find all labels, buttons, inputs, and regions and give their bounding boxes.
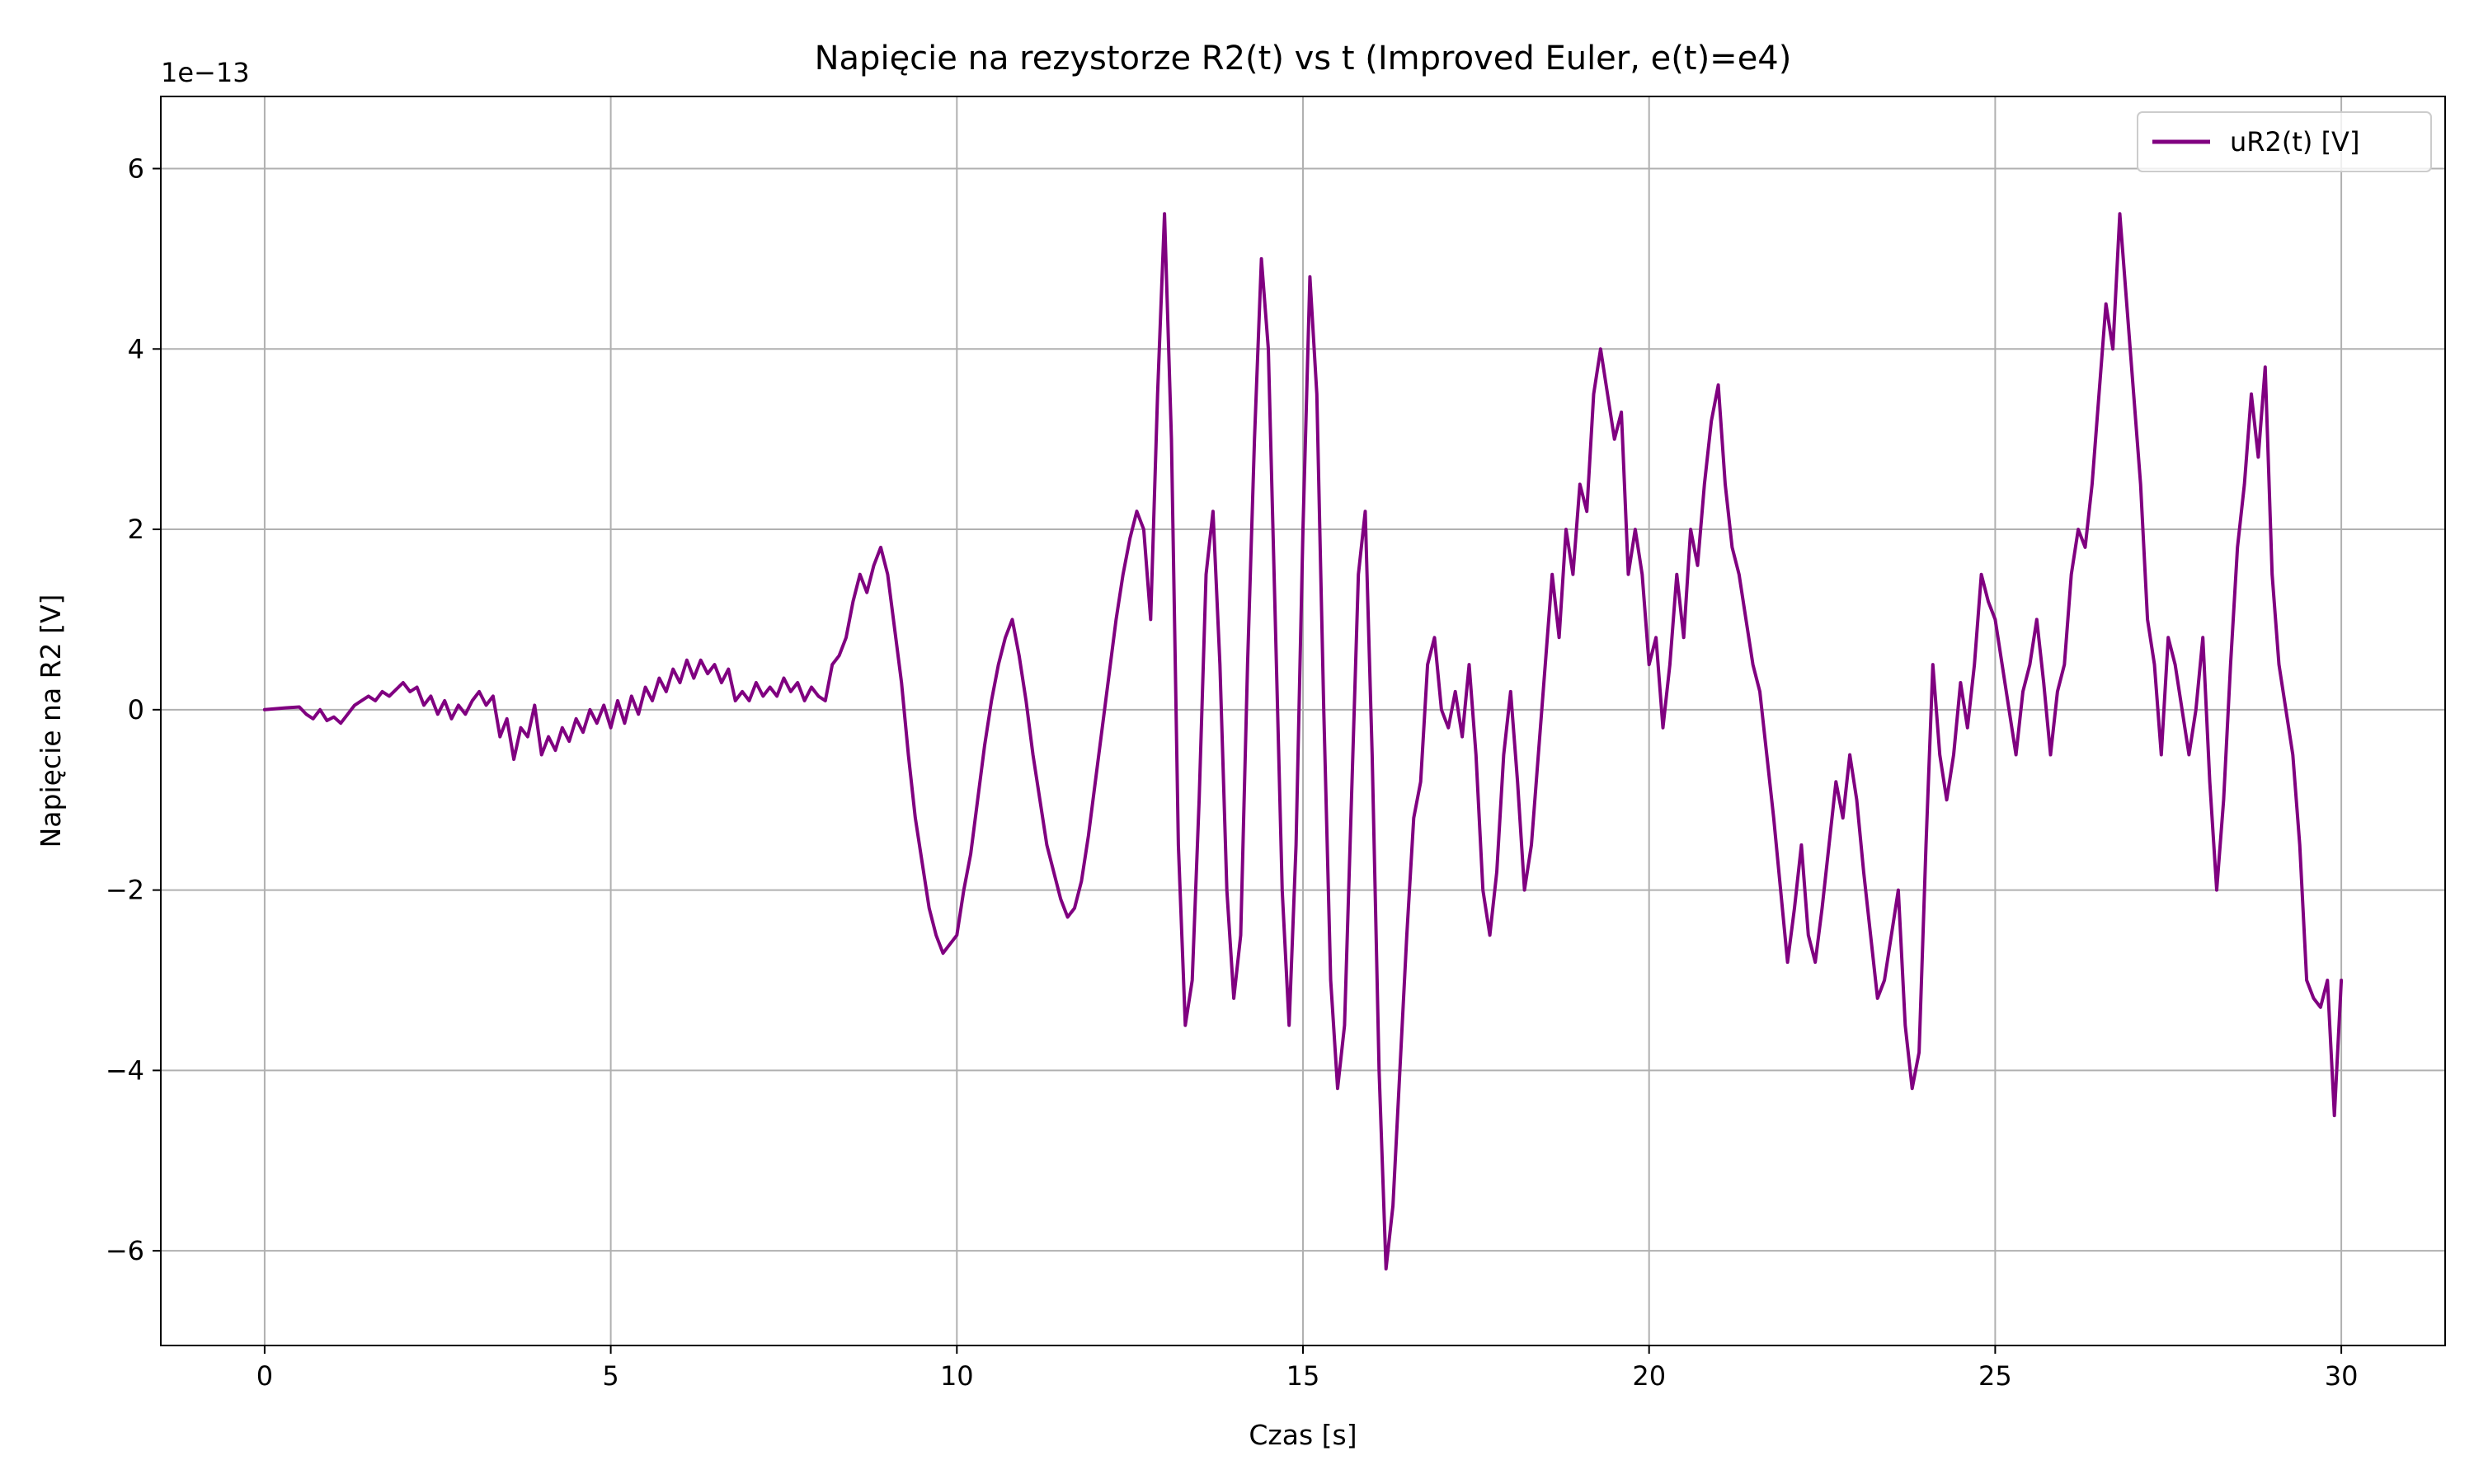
y-tick-label: −4 [106,1054,144,1086]
legend-box [2137,111,2432,172]
legend: uR2(t) [V] [2137,111,2432,172]
x-tick-label: 15 [1286,1360,1320,1392]
series-line [262,212,2344,1270]
series-layer [262,212,2344,1270]
y-tick-label: −2 [106,875,144,906]
x-tick-label: 10 [940,1360,974,1392]
y-axis: −6 −4 −2 0 2 4 6 [106,153,161,1266]
y-axis-multiplier: 1e−13 [161,57,250,88]
y-tick-label: −6 [106,1235,144,1266]
y-tick-label: 6 [128,153,144,185]
x-tick-label: 0 [256,1360,273,1392]
x-axis-label: Czas [s] [1249,1419,1357,1451]
y-tick-label: 2 [128,514,144,545]
chart-title: Napięcie na rezystorze R2(t) vs t (Impro… [815,40,1792,77]
y-axis-label: Napięcie na R2 [V] [35,594,67,848]
x-tick-label: 20 [1632,1360,1666,1392]
x-tick-label: 5 [602,1360,618,1392]
x-axis: 0 5 10 15 20 25 30 [256,1345,2359,1392]
legend-label: uR2(t) [V] [2230,126,2359,157]
y-tick-label: 0 [128,694,144,726]
grid [161,96,2445,1345]
x-tick-label: 30 [2325,1360,2359,1392]
y-tick-label: 4 [128,333,144,364]
x-tick-label: 25 [1978,1360,2012,1392]
